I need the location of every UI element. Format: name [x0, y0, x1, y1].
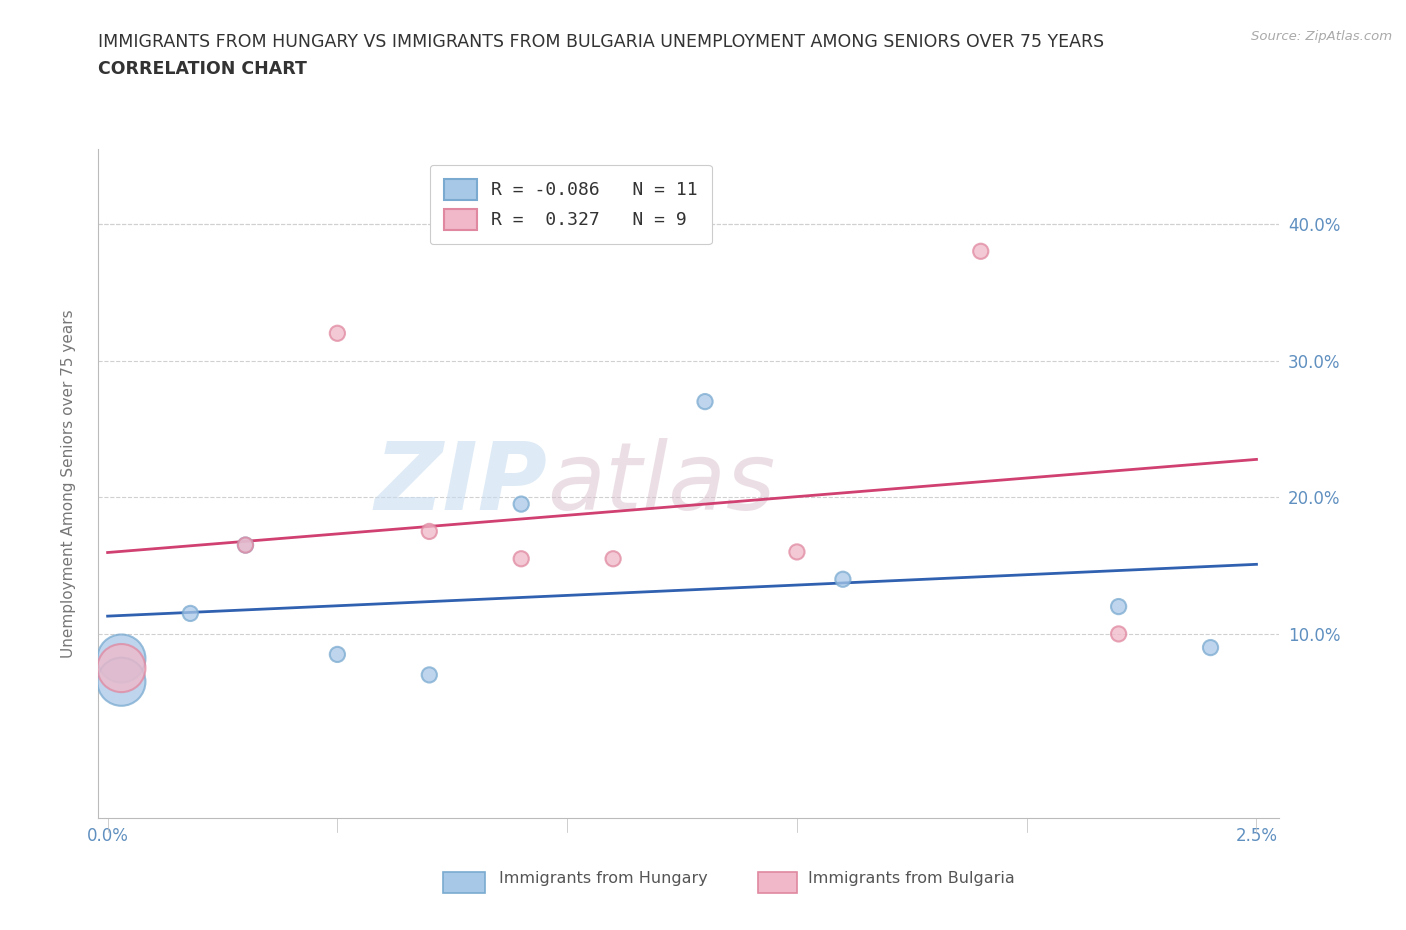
Text: ZIP: ZIP	[374, 438, 547, 529]
Point	[1108, 627, 1130, 642]
Point	[110, 651, 132, 666]
Point	[693, 394, 716, 409]
Text: Immigrants from Bulgaria: Immigrants from Bulgaria	[808, 871, 1015, 886]
Text: Immigrants from Hungary: Immigrants from Hungary	[499, 871, 707, 886]
Point	[831, 572, 853, 587]
Point	[110, 674, 132, 689]
Legend: R = -0.086   N = 11, R =  0.327   N = 9: R = -0.086 N = 11, R = 0.327 N = 9	[430, 165, 711, 245]
Point	[510, 551, 533, 566]
Point	[110, 660, 132, 675]
Point	[418, 524, 440, 538]
Text: IMMIGRANTS FROM HUNGARY VS IMMIGRANTS FROM BULGARIA UNEMPLOYMENT AMONG SENIORS O: IMMIGRANTS FROM HUNGARY VS IMMIGRANTS FR…	[98, 33, 1105, 50]
Point	[786, 544, 808, 559]
Point	[510, 497, 533, 512]
Y-axis label: Unemployment Among Seniors over 75 years: Unemployment Among Seniors over 75 years	[62, 310, 76, 658]
Point	[970, 244, 993, 259]
Text: atlas: atlas	[547, 438, 776, 529]
Point	[326, 647, 349, 662]
Text: Source: ZipAtlas.com: Source: ZipAtlas.com	[1251, 30, 1392, 43]
Point	[1199, 640, 1222, 655]
Point	[1108, 599, 1130, 614]
Text: CORRELATION CHART: CORRELATION CHART	[98, 60, 308, 78]
Point	[235, 538, 257, 552]
Point	[418, 668, 440, 683]
Point	[602, 551, 624, 566]
Point	[235, 538, 257, 552]
Point	[326, 326, 349, 340]
Point	[179, 606, 201, 621]
